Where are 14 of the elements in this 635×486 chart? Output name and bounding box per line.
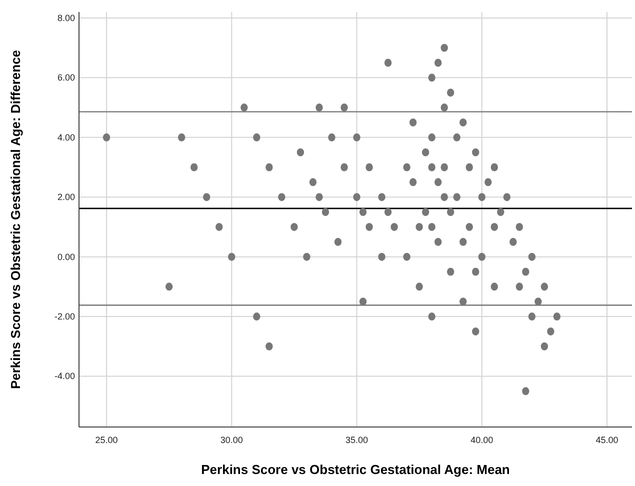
x-tick-label: 45.00: [596, 435, 618, 445]
x-tick-label: 30.00: [220, 435, 243, 445]
y-tick-label: 2.00: [57, 192, 75, 202]
x-tick-label: 35.00: [345, 435, 368, 445]
y-tick-label: -4.00: [54, 371, 75, 382]
y-tick-label: 4.00: [57, 132, 75, 142]
x-tick-label: 25.00: [95, 435, 118, 445]
y-tick-label: 0.00: [57, 252, 75, 262]
x-axis-title: Perkins Score vs Obstetric Gestational Age: Mean: [201, 462, 510, 477]
y-tick-label: 6.00: [57, 72, 75, 83]
y-tick-label: 8.00: [57, 12, 75, 23]
y-axis-title: Perkins Score vs Obstetric Gestational Age: Difference: [8, 50, 23, 390]
y-tick-label: -2.00: [54, 312, 75, 322]
x-tick-label: 40.00: [470, 435, 494, 445]
